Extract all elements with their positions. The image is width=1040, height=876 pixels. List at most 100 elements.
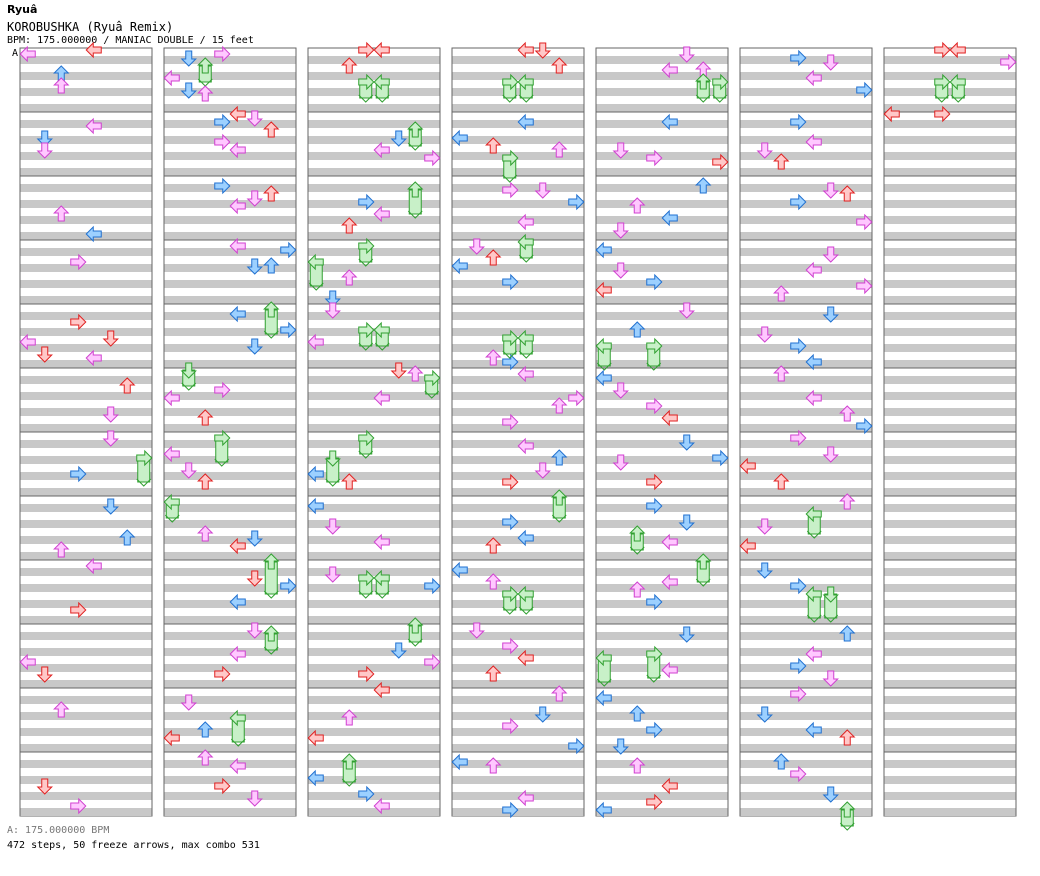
freeze-end: [934, 94, 950, 103]
freeze-end: [358, 258, 374, 267]
beat-stripe: [308, 392, 440, 400]
beat-stripe: [596, 712, 728, 720]
beat-stripe: [20, 152, 152, 160]
beat-stripe: [596, 440, 728, 448]
beat-stripe: [164, 200, 296, 208]
beat-stripe: [308, 536, 440, 544]
beat-stripe: [164, 808, 296, 816]
freeze-arrow: [341, 753, 358, 770]
step-arrow: [661, 573, 678, 591]
beat-stripe: [20, 120, 152, 128]
beat-stripe: [740, 296, 872, 304]
beat-stripe: [164, 88, 296, 96]
beat-stripe: [164, 632, 296, 640]
beat-stripe: [20, 264, 152, 272]
beat-stripe: [308, 376, 440, 384]
beat-stripe: [596, 648, 728, 656]
step-arrow: [307, 333, 324, 351]
step-arrow: [822, 246, 839, 263]
beat-stripe: [308, 568, 440, 576]
step-arrow: [373, 533, 390, 551]
chart-column: [163, 47, 297, 817]
beat-stripe: [308, 232, 440, 240]
step-arrow: [934, 105, 951, 123]
step-arrow: [805, 389, 822, 407]
step-arrow: [712, 449, 729, 467]
beat-stripe: [308, 184, 440, 192]
beat-stripe: [164, 296, 296, 304]
beat-stripe: [740, 344, 872, 352]
step-arrow: [612, 262, 629, 279]
freeze-arrow: [595, 649, 612, 667]
step-arrow: [595, 689, 612, 707]
beat-stripe: [20, 136, 152, 144]
beat-stripe: [164, 184, 296, 192]
freeze-arrow: [358, 429, 375, 447]
beat-stripe: [740, 56, 872, 64]
freeze-arrow: [551, 489, 568, 506]
step-arrow: [517, 529, 534, 547]
step-arrow: [163, 729, 180, 747]
step-arrow: [568, 737, 585, 755]
beat-stripe: [452, 472, 584, 480]
step-arrow: [180, 694, 197, 711]
step-arrow: [280, 241, 297, 259]
step-arrow: [341, 709, 358, 726]
beat-stripe: [740, 472, 872, 480]
beat-stripe: [308, 728, 440, 736]
step-arrow: [805, 721, 822, 739]
beat-stripe: [740, 552, 872, 560]
step-arrow: [85, 557, 102, 575]
step-arrow: [739, 537, 756, 555]
beat-stripe: [164, 712, 296, 720]
step-arrow: [70, 313, 87, 331]
freeze-end: [518, 606, 534, 615]
freeze-end: [806, 614, 822, 623]
beat-stripe: [20, 520, 152, 528]
step-arrow: [214, 177, 231, 195]
beat-stripe: [884, 344, 1016, 352]
step-arrow: [856, 417, 873, 435]
step-arrow: [551, 685, 568, 702]
beat-stripe: [20, 488, 152, 496]
step-arrow: [53, 541, 70, 558]
beat-stripe: [308, 216, 440, 224]
freeze-end: [407, 210, 423, 219]
step-arrow: [790, 657, 807, 675]
beat-stripe: [740, 184, 872, 192]
beat-stripe: [20, 200, 152, 208]
step-arrow: [502, 801, 519, 819]
beat-stripe: [740, 520, 872, 528]
beat-stripe: [884, 760, 1016, 768]
step-arrow: [373, 141, 390, 159]
step-arrow: [839, 625, 856, 642]
beat-stripe: [20, 104, 152, 112]
step-arrow: [517, 789, 534, 807]
beat-stripe: [164, 136, 296, 144]
beat-stripe: [164, 504, 296, 512]
beat-stripe: [20, 360, 152, 368]
step-arrow: [612, 222, 629, 239]
beat-stripe: [596, 584, 728, 592]
beat-stripe: [452, 360, 584, 368]
step-arrow: [502, 353, 519, 371]
step-arrow: [739, 457, 756, 475]
beat-stripe: [740, 488, 872, 496]
step-arrow: [197, 749, 214, 766]
beat-stripe: [884, 312, 1016, 320]
beat-stripe: [452, 536, 584, 544]
step-arrow: [451, 753, 468, 771]
beat-stripe: [452, 408, 584, 416]
beat-stripe: [740, 168, 872, 176]
step-arrow: [517, 113, 534, 131]
step-arrow: [629, 197, 646, 214]
beat-stripe: [740, 232, 872, 240]
beat-stripe: [308, 712, 440, 720]
beat-stripe: [452, 72, 584, 80]
freeze-end: [374, 342, 390, 351]
beat-stripe: [20, 648, 152, 656]
step-arrow: [661, 777, 678, 795]
step-arrow: [102, 406, 119, 423]
beat-stripe: [164, 760, 296, 768]
